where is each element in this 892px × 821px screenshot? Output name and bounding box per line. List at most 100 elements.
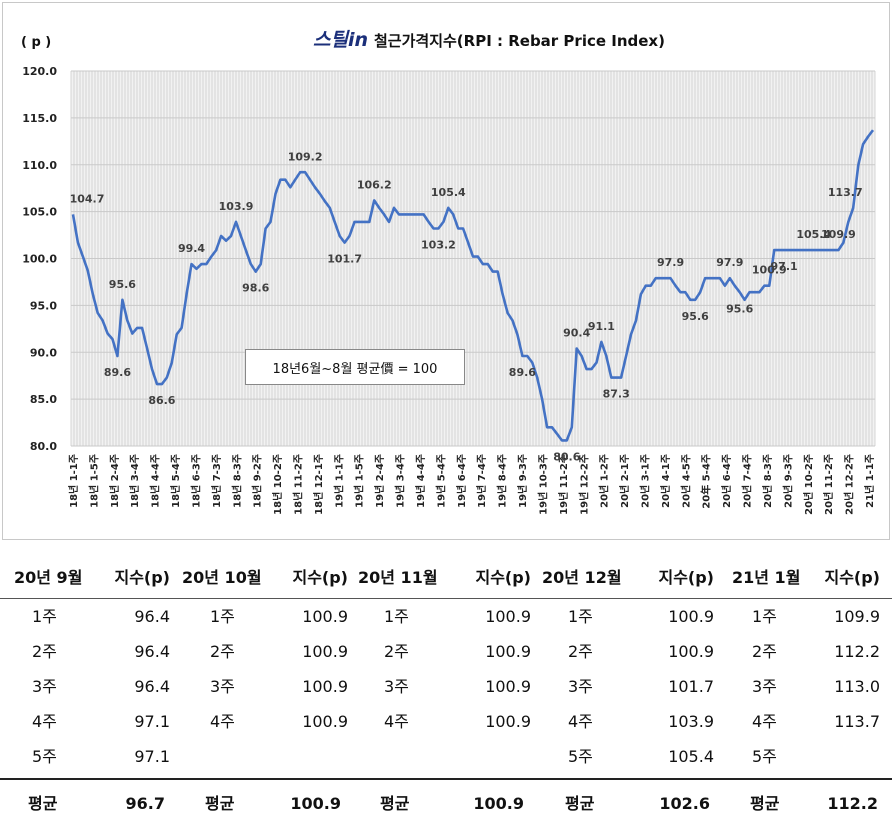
- week-label-cell: 1주: [32, 607, 57, 626]
- index-value-cell: 109.9: [834, 607, 880, 626]
- y-tick-label: 95.0: [30, 299, 57, 312]
- index-value-cell: 112.2: [827, 794, 878, 813]
- x-tick-label: 20년 11-2주: [822, 454, 835, 515]
- index-value-cell: 지수(p): [824, 568, 880, 587]
- data-label: 98.6: [242, 282, 269, 295]
- x-tick-label: 19년 11-2주: [557, 454, 570, 515]
- x-tick-label: 18년 9-2주: [251, 454, 264, 508]
- index-value-cell: 96.4: [134, 607, 170, 626]
- data-label: 95.6: [726, 302, 753, 315]
- table-row: 4주 97.1 4주 100.9 4주 100.9 4주 103.9 4주 113.7: [0, 704, 892, 739]
- week-label-cell: 3주: [32, 677, 57, 696]
- x-tick-label: 19년 7-4주: [475, 454, 488, 508]
- data-label: 97.9: [716, 256, 743, 269]
- x-tick-label: 20년 8-3주: [761, 454, 774, 508]
- index-value-cell: 113.7: [834, 712, 880, 731]
- data-label: 99.4: [178, 242, 205, 255]
- week-label-cell: 4주: [568, 712, 593, 731]
- week-label-cell: 3주: [752, 677, 777, 696]
- week-label-cell: 2주: [32, 642, 57, 661]
- index-value-cell: 103.9: [668, 712, 714, 731]
- data-label: 104.7: [70, 192, 105, 205]
- x-tick-label: 20년 9-3주: [781, 454, 794, 508]
- table-header-row: 20년 9월 지수(p) 20년 10월 지수(p) 20년 11월 지수(p) 20년 1…: [0, 560, 892, 595]
- index-value-cell: 100.9: [485, 677, 531, 696]
- chart-title: 스틸in 철근가격지수(RPI : Rebar Price Index): [313, 25, 665, 52]
- index-value-cell: 100.9: [473, 794, 524, 813]
- week-label-cell: 2주: [210, 642, 235, 661]
- x-tick-label: 19년 10-3주: [536, 454, 549, 515]
- index-value-cell: 지수(p): [475, 568, 531, 587]
- week-label-cell: 평균: [380, 794, 410, 813]
- table-header-divider: [0, 598, 892, 599]
- index-value-cell: 97.1: [134, 712, 170, 731]
- index-value-cell: 96.4: [134, 642, 170, 661]
- index-value-cell: 112.2: [834, 642, 880, 661]
- week-label-cell: 4주: [210, 712, 235, 731]
- x-tick-label: 18년 10-2주: [271, 454, 284, 515]
- index-value-cell: 100.9: [485, 642, 531, 661]
- x-tick-label: 19년 4-4주: [414, 454, 427, 508]
- x-tick-label: 20年 5-4주: [700, 454, 713, 509]
- week-label-cell: 20년 9월: [14, 568, 83, 587]
- steelin-logo: 스틸in: [313, 29, 368, 51]
- data-label: 97.9: [657, 256, 684, 269]
- chart-panel: 80.0 85.0 90.0 95.0 100.0 105.0 110.0 115.0 120.…: [2, 2, 890, 540]
- x-tick-label: 18년 5-4주: [169, 454, 182, 508]
- chart-title-text: 철근가격지수(RPI : Rebar Price Index): [374, 32, 665, 50]
- table-row: 5주 97.1 5주 105.4 5주: [0, 739, 892, 774]
- x-tick-label: 20년 4-1주: [659, 454, 672, 508]
- week-label-cell: 4주: [752, 712, 777, 731]
- x-tick-label: 19년 9-3주: [516, 454, 529, 508]
- x-tick-label: 18년 2-4주: [108, 454, 121, 508]
- week-label-cell: 5주: [32, 747, 57, 766]
- table-row: 1주 96.4 1주 100.9 1주 100.9 1주 100.9 1주 109.9: [0, 599, 892, 634]
- y-tick-label: 120.0: [22, 65, 57, 78]
- data-label: 91.1: [588, 320, 615, 333]
- x-tick-label: 19년 2-4주: [373, 454, 386, 508]
- x-tick-label: 18년 7-3주: [210, 454, 223, 508]
- x-tick-label: 21년 1-1주: [863, 454, 876, 508]
- data-label: 89.6: [104, 366, 131, 379]
- data-label: 87.3: [603, 388, 630, 401]
- x-tick-label: 19년 1-1주: [332, 454, 345, 508]
- x-tick-label: 20년 1-2주: [598, 454, 611, 508]
- y-axis-unit: ( p ): [21, 35, 52, 50]
- x-tick-label: 20년 10-2주: [802, 454, 815, 515]
- x-tick-label: 18년 8-3주: [230, 454, 243, 508]
- index-value-cell: 지수(p): [658, 568, 714, 587]
- week-label-cell: 평균: [565, 794, 595, 813]
- x-tick-label: 20년 7-4주: [741, 454, 754, 508]
- y-tick-label: 105.0: [22, 206, 57, 219]
- week-label-cell: 20년 10월: [182, 568, 262, 587]
- x-tick-label: 19년 6-4주: [455, 454, 468, 508]
- index-value-cell: 101.7: [668, 677, 714, 696]
- y-tick-label: 110.0: [22, 159, 57, 172]
- x-tick-label: 20년 4-5주: [679, 454, 692, 508]
- week-label-cell: 2주: [752, 642, 777, 661]
- data-label: 90.4: [563, 327, 590, 340]
- week-label-cell: 평균: [205, 794, 235, 813]
- x-tick-label: 19년 5-4주: [434, 454, 447, 508]
- data-label: 86.6: [148, 394, 175, 407]
- x-tick-label: 19년 8-4주: [496, 454, 509, 508]
- week-label-cell: 20년 12월: [542, 568, 622, 587]
- week-label-cell: 3주: [384, 677, 409, 696]
- weekly-index-table: 20년 9월 지수(p) 20년 10월 지수(p) 20년 11월 지수(p) 20년 1…: [0, 556, 892, 818]
- week-label-cell: 4주: [384, 712, 409, 731]
- week-label-cell: 5주: [568, 747, 593, 766]
- y-tick-label: 90.0: [30, 346, 57, 359]
- index-value-cell: 100.9: [302, 607, 348, 626]
- index-value-cell: 100.9: [302, 642, 348, 661]
- week-label-cell: 3주: [568, 677, 593, 696]
- data-label: 97.1: [771, 260, 798, 273]
- x-tick-label: 18년 4-4주: [149, 454, 162, 508]
- y-tick-label: 80.0: [30, 440, 57, 453]
- index-value-cell: 100.9: [302, 712, 348, 731]
- x-tick-label: 20년 2-1주: [618, 454, 631, 508]
- table-row: 3주 96.4 3주 100.9 3주 100.9 3주 101.7 3주 113.0: [0, 669, 892, 704]
- data-label: 100.9: [752, 264, 787, 277]
- index-value-cell: 지수(p): [114, 568, 170, 587]
- x-tick-label: 18년 1-1주: [67, 454, 80, 508]
- week-label-cell: 1주: [752, 607, 777, 626]
